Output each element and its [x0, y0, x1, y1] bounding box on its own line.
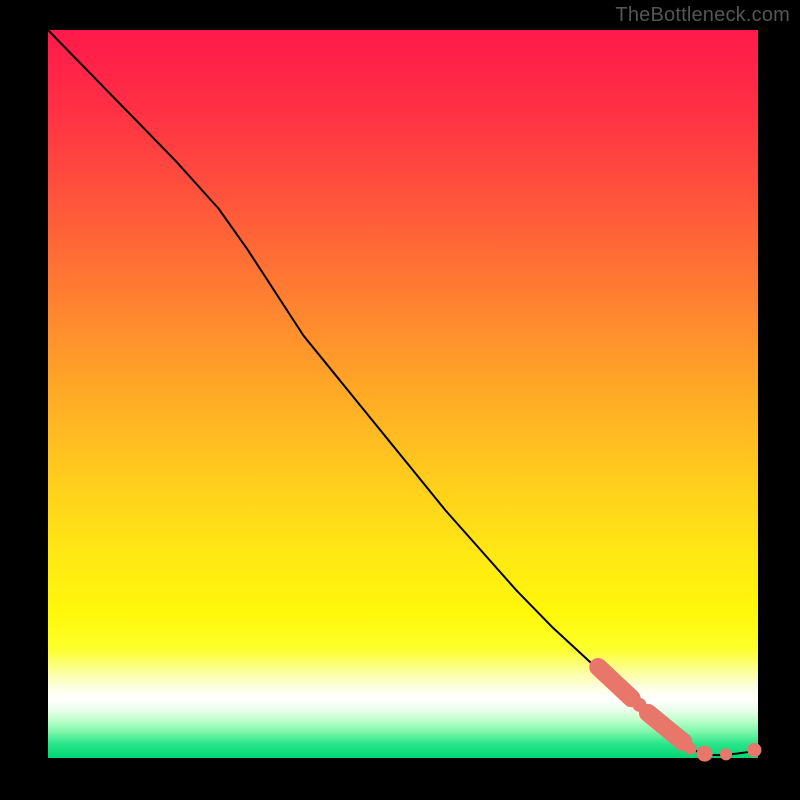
- chart-container: TheBottleneck.com: [0, 0, 800, 800]
- marker-dot: [747, 743, 761, 757]
- watermark-text: TheBottleneck.com: [615, 4, 790, 27]
- marker-dot: [697, 746, 713, 762]
- marker-dot: [685, 743, 697, 755]
- marker-dot: [720, 748, 732, 760]
- chart-svg: [0, 0, 800, 800]
